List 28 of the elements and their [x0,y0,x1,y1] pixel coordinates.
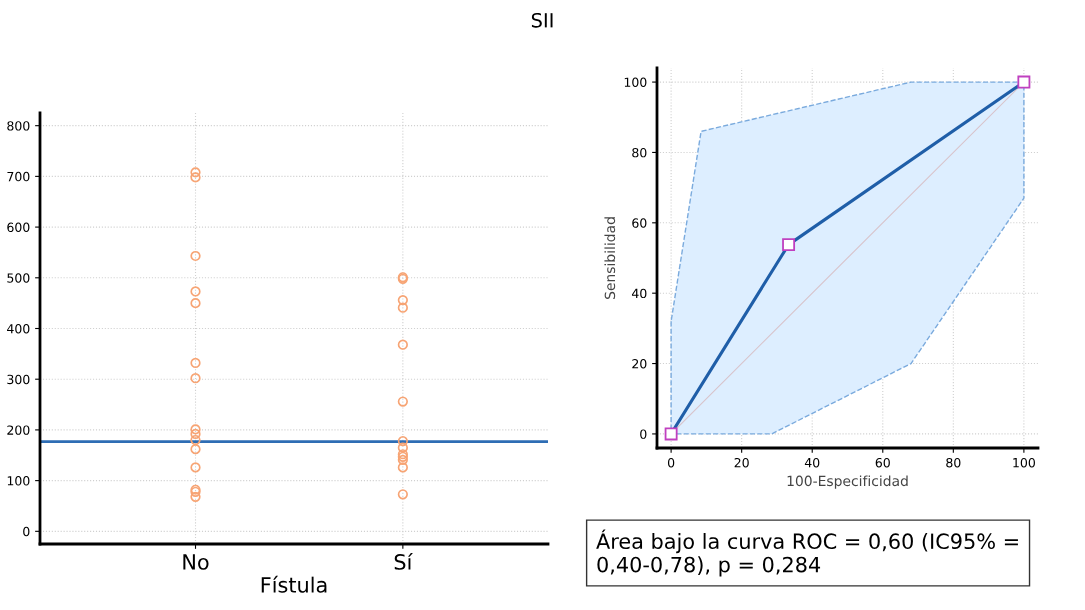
x-axis-title: Fístula [261,575,327,593]
y-tick-label: 200 [7,425,30,435]
y-tick-label: 60 [632,218,647,228]
x-tick-label: 60 [875,457,890,468]
x-tick-label: No [183,554,209,570]
text: Área bajo la curva ROC = 0,60 (IC95% = 0,40-0,78), p = 0,284 [596,529,1018,577]
y-tick-label: 100 [7,476,30,486]
y-tick-label: 400 [7,323,30,334]
y-tick-label: 80 [632,147,647,158]
y-tick-label: 100 [624,77,647,87]
y-tick-label: 20 [632,359,647,369]
y-tick-label: 40 [631,288,647,299]
x-tick-label: 20 [734,457,749,468]
y-tick-label: 0 [23,526,30,537]
y-tick-label: 300 [7,374,30,385]
x-tick-label: 80 [946,457,961,468]
y-axis-title: Sensibilidad [604,217,616,299]
y-tick-label: 0 [640,429,647,439]
x-tick-label: 40 [804,457,820,468]
x-tick-label: Sí [394,552,413,570]
y-tick-label: 700 [7,171,30,182]
chart-title: SII [531,12,553,28]
y-tick-label: 600 [7,222,30,233]
x-axis-title: 100-Especificidad [787,475,908,489]
y-tick-label: 500 [7,273,30,283]
x-tick-label: 100 [1013,457,1035,468]
x-tick-label: 0 [667,457,675,468]
y-tick-label: 800 [7,121,30,131]
